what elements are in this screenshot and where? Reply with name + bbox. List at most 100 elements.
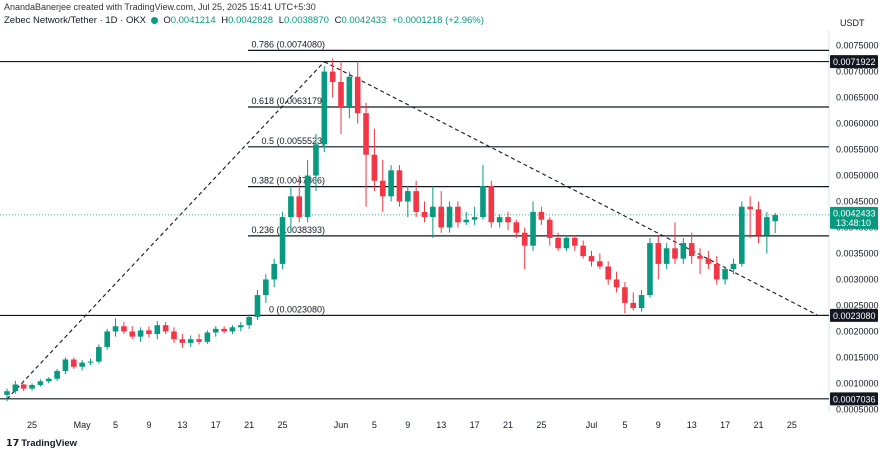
candle-body <box>71 359 77 367</box>
candle-body <box>672 248 678 259</box>
price-axis-label-bg <box>830 55 878 69</box>
x-tick-label: May <box>74 420 92 430</box>
candle <box>421 201 428 223</box>
candle <box>521 227 528 270</box>
candle <box>146 326 152 338</box>
candle <box>505 211 511 231</box>
candle <box>588 250 595 267</box>
candle <box>463 211 470 225</box>
candle <box>254 289 261 321</box>
candle-body <box>730 263 737 270</box>
candle <box>580 240 586 259</box>
fib-level-label: 0.382 (0.0047866) <box>251 176 325 186</box>
candle-body <box>37 381 44 385</box>
candle-body <box>288 196 294 218</box>
x-tick-label: 25 <box>536 420 546 430</box>
candle-body <box>739 206 745 264</box>
candle <box>87 358 94 366</box>
last-price-countdown: 13:48:10 <box>836 218 871 228</box>
horizontal-lines[interactable] <box>0 61 829 400</box>
candle <box>296 175 303 223</box>
symbol-header: Zebec Network/Tether · 1D · OKX O0.00412… <box>4 15 487 26</box>
price-currency: USDT <box>840 18 865 28</box>
candle <box>4 388 10 402</box>
price-labels: 0.0071922 0.0023080 0.0007036 0.004243313:4… <box>830 55 878 406</box>
fib-level-label: 0.236 (0.0038393) <box>251 225 325 235</box>
candle <box>455 201 461 228</box>
candle-body <box>613 279 620 288</box>
candle-body <box>146 330 152 335</box>
chart-credit: AnandaBanerjee created with TradingView.… <box>4 2 316 12</box>
candle-body <box>405 191 411 202</box>
candle-body <box>622 287 628 303</box>
candle <box>722 266 728 285</box>
candle <box>638 289 645 312</box>
candle-body <box>79 362 85 367</box>
price-axis-label-bg <box>830 308 878 322</box>
open-value: 0.0041214 <box>170 15 216 26</box>
candle <box>338 61 344 134</box>
candle <box>688 232 695 264</box>
x-tick-label: 25 <box>278 420 288 430</box>
time-axis[interactable]: 25 May 5 9 13 17 21 25 Jun 5 9 13 17 21 25 Jul 5 9 13 17 21 2… <box>27 420 797 430</box>
candle <box>121 322 127 335</box>
x-tick-label: Jul <box>586 420 598 430</box>
candle-body <box>371 154 378 181</box>
candle-body <box>680 243 687 259</box>
candle <box>212 326 219 337</box>
candle <box>363 102 369 207</box>
candle <box>271 258 277 288</box>
candle <box>196 334 202 345</box>
candle <box>137 327 144 342</box>
candle <box>538 206 545 225</box>
candle-body <box>112 326 119 332</box>
candle-body <box>663 248 670 264</box>
candle <box>430 185 436 238</box>
candle-body <box>296 196 303 218</box>
candle-body <box>446 206 453 228</box>
trend-line[interactable] <box>6 61 325 400</box>
candle-body <box>530 211 536 246</box>
fib-level-label: 0.5 (0.0055523) <box>261 136 325 146</box>
candle-body <box>87 361 94 363</box>
candle-body <box>772 215 778 222</box>
trend-lines[interactable] <box>0 61 829 400</box>
symbol-name[interactable]: Zebec Network/Tether · 1D · OKX <box>4 15 147 26</box>
candle <box>229 325 236 335</box>
candle-body <box>471 217 478 220</box>
candle <box>54 368 60 381</box>
trend-line[interactable] <box>324 61 818 316</box>
candle <box>672 222 678 264</box>
last-price-value: 0.0042433 <box>833 208 876 218</box>
candle-body <box>338 81 344 108</box>
candle <box>313 133 319 192</box>
x-tick-label: 13 <box>687 420 697 430</box>
price-axis[interactable]: 0.0005000 0.0010000 0.0015000 0.0020000 0.00… <box>836 41 879 415</box>
tradingview-logo[interactable]: 𝟭𝟳 TradingView <box>6 438 77 449</box>
candle <box>96 344 102 364</box>
candle <box>613 271 620 293</box>
y-tick-label: 0.0035000 <box>836 248 879 258</box>
candle-body <box>254 295 261 317</box>
x-tick-label: 17 <box>211 420 221 430</box>
candle <box>705 250 712 270</box>
candle <box>772 212 778 234</box>
candle-body <box>655 243 662 264</box>
candle <box>263 274 269 303</box>
low-value: 0.0038870 <box>284 15 329 26</box>
candle <box>647 237 653 298</box>
candle-body <box>238 325 244 328</box>
candle-body <box>204 332 211 342</box>
candle-body <box>688 243 695 257</box>
candle <box>513 219 520 238</box>
candle <box>480 165 486 220</box>
candle-body <box>697 256 703 259</box>
candle <box>171 327 177 343</box>
candle <box>304 159 311 223</box>
candle <box>438 191 444 233</box>
candle-body <box>572 237 578 246</box>
candle <box>388 165 394 202</box>
candle <box>371 128 378 192</box>
candle <box>12 380 19 394</box>
